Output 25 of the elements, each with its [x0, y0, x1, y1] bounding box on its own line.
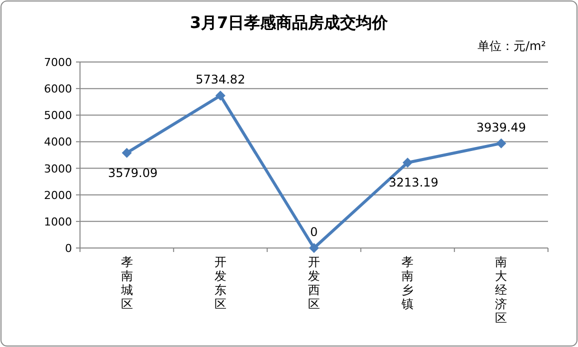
y-tick-label: 4000 [44, 136, 72, 149]
data-label: 5734.82 [196, 72, 246, 87]
y-tick-label: 6000 [44, 82, 72, 96]
x-tick-label: 孝南城区 [120, 255, 133, 311]
y-tick-label: 3000 [44, 162, 72, 176]
point [402, 158, 413, 168]
x-tick-label: 南大经济区 [495, 255, 508, 325]
y-tick-label: 7000 [44, 56, 72, 69]
data-label: 3213.19 [388, 176, 438, 190]
y-tick-label: 1000 [44, 215, 72, 228]
point [215, 90, 226, 101]
x-tick-label: 孝南乡镇 [400, 255, 414, 311]
x-tick-label: 开发东区 [214, 255, 226, 311]
y-tick-label: 2000 [44, 188, 72, 202]
point [122, 148, 132, 158]
point [309, 243, 319, 253]
y-tick-label: 0 [65, 242, 72, 255]
data-label: 0 [310, 225, 318, 239]
chart-title: 3月7日孝感商品房成交均价 [190, 13, 390, 32]
point [496, 138, 506, 148]
text: 单位：元/m² [477, 39, 546, 53]
x-tick-label: 开发西区 [308, 255, 320, 311]
data-label: 3939.49 [476, 120, 526, 134]
data-label: 3579.09 [108, 166, 158, 180]
y-tick-label: 5000 [44, 109, 72, 122]
